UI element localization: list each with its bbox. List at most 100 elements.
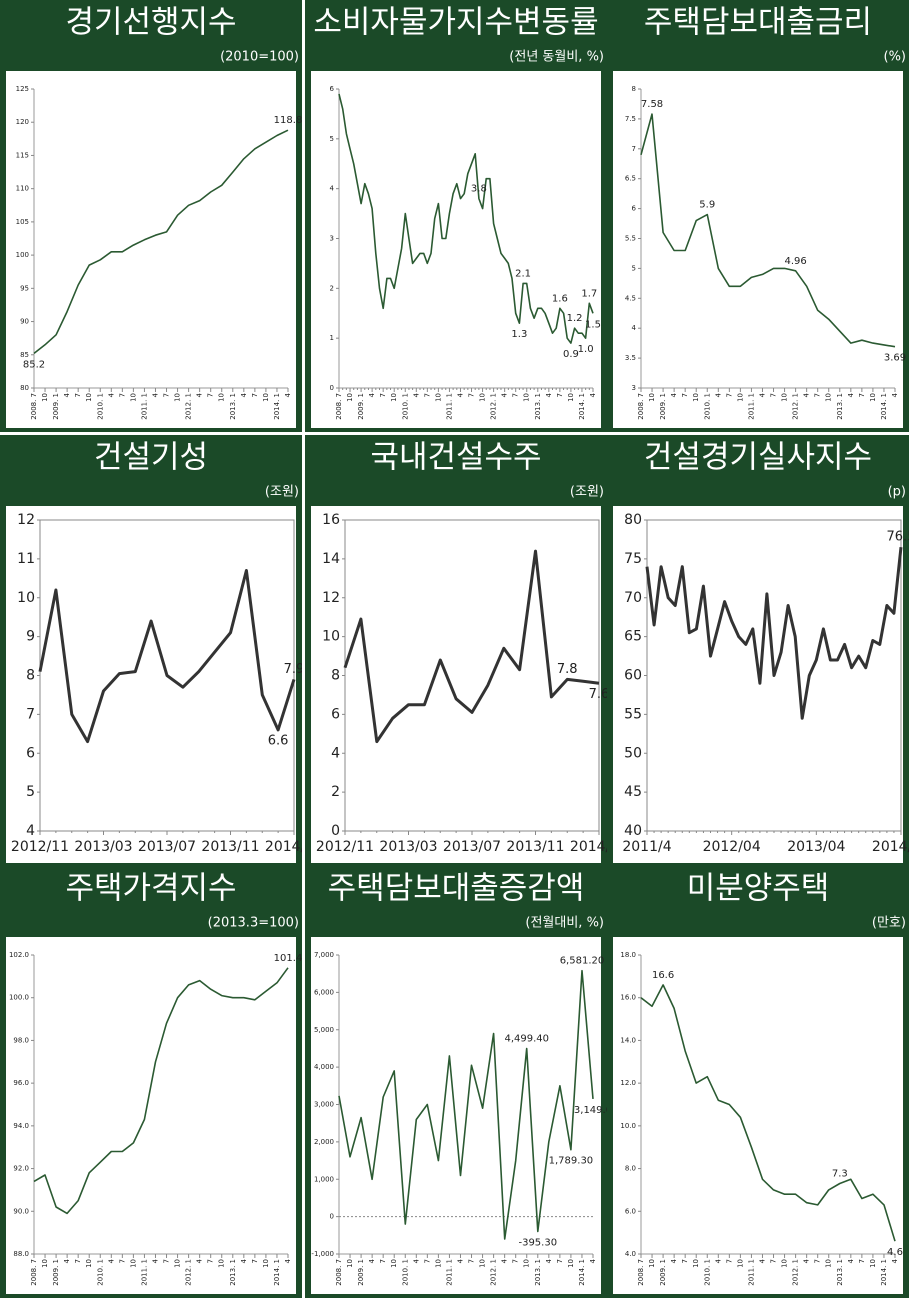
x-tick-label: 2013. 1 xyxy=(534,1259,542,1286)
plot-panel xyxy=(311,937,601,1294)
x-tick-label: 2011. 1 xyxy=(445,1259,453,1286)
x-tick-label: 2008. 7 xyxy=(335,1259,343,1286)
x-tick-label: 10 xyxy=(218,1259,226,1268)
data-label: 1.3 xyxy=(511,329,527,340)
x-tick-label: 2012. 1 xyxy=(185,393,193,420)
y-tick-label: 98.0 xyxy=(13,1036,29,1044)
chart-subtitle: (조원) xyxy=(265,485,299,500)
x-tick-label: 2010. 1 xyxy=(96,1259,104,1286)
data-label: -395.30 xyxy=(518,1237,557,1248)
y-tick-label: 125 xyxy=(16,85,29,93)
y-tick-label: 3,000 xyxy=(314,1101,334,1109)
x-tick-label: 4 xyxy=(891,1258,899,1263)
x-tick-label: 2011. 1 xyxy=(747,1259,755,1286)
plot-panel xyxy=(613,506,903,863)
y-tick-label: 10.0 xyxy=(620,1122,636,1130)
y-tick-label: 3 xyxy=(632,384,636,392)
x-tick-label: 2013. 1 xyxy=(836,1259,844,1286)
x-tick-label: 7 xyxy=(814,1259,822,1263)
x-tick-label: 10 xyxy=(218,393,226,402)
data-label: 4,499.40 xyxy=(504,1033,549,1044)
chart-subtitle: (조원) xyxy=(570,485,604,500)
data-line xyxy=(640,984,896,1242)
x-tick-label: 2013. 1 xyxy=(836,393,844,420)
x-tick-label: 10 xyxy=(781,393,789,402)
y-tick-label: 50 xyxy=(624,745,642,761)
x-tick-label: 4 xyxy=(545,392,553,397)
x-tick-label: 7 xyxy=(468,393,476,397)
data-label: 7.6 xyxy=(589,687,610,702)
x-tick-label: 7 xyxy=(251,393,259,397)
x-tick-label: 4 xyxy=(196,1258,204,1263)
plot-panel xyxy=(613,71,903,428)
y-tick-label: 55 xyxy=(624,706,642,722)
data-label: 1,789.30 xyxy=(549,1156,594,1167)
x-tick-label: 2012/11 xyxy=(316,839,374,855)
y-tick-label: 6,000 xyxy=(314,988,334,996)
data-label: 85.2 xyxy=(23,359,45,370)
data-line xyxy=(640,113,896,348)
x-tick-label: 7 xyxy=(379,1259,387,1263)
x-tick-label: 7 xyxy=(556,1259,564,1263)
x-tick-label: 2013. 1 xyxy=(229,1259,237,1286)
chart-cell: 경기선행지수 (2010=100) 80 85 90 95 100 105 110 115 120 1… xyxy=(0,0,302,432)
data-label: 3,149.0 xyxy=(574,1105,612,1116)
y-tick-label: 115 xyxy=(16,151,29,159)
x-tick-label: 2012. 1 xyxy=(490,1259,498,1286)
y-tick-label: 96.0 xyxy=(13,1079,29,1087)
x-tick-label: 2013/03 xyxy=(74,839,132,855)
x-tick-label: 2013/03 xyxy=(379,839,437,855)
x-tick-label: 10 xyxy=(390,393,398,402)
x-tick-label: 10 xyxy=(736,1259,744,1268)
x-tick-label: 7 xyxy=(770,393,778,397)
x-tick-label: 2011. 1 xyxy=(140,393,148,420)
y-tick-label: 60 xyxy=(624,668,642,684)
x-tick-label: 10 xyxy=(567,393,575,402)
x-tick-label: 4 xyxy=(545,1258,553,1263)
x-tick-label: 4 xyxy=(284,1258,292,1263)
x-tick-label: 2010. 1 xyxy=(703,393,711,420)
x-tick-label: 4 xyxy=(107,1258,115,1263)
x-tick-label: 10 xyxy=(262,393,270,402)
chart-subtitle: (전월대비, %) xyxy=(525,916,604,931)
x-tick-label: 4 xyxy=(196,392,204,397)
x-tick-label: 2011. 1 xyxy=(747,393,755,420)
y-tick-label: 4 xyxy=(330,185,335,193)
chart-cell: 미분양주택 (만호) 4.0 6.0 8.0 10.0 12.0 14.0 16.0 18.0 20… xyxy=(607,866,909,1298)
x-tick-label: 10 xyxy=(825,1259,833,1268)
data-line xyxy=(645,547,903,720)
x-tick-label: 2014. 1 xyxy=(880,1259,888,1286)
y-tick-label: 3.5 xyxy=(625,354,636,362)
data-label: 7.9 xyxy=(284,662,305,677)
data-label: 1.6 xyxy=(552,293,568,304)
x-tick-label: 4 xyxy=(589,392,597,397)
y-tick-label: 100 xyxy=(16,251,29,259)
x-tick-label: 2013/04 xyxy=(787,839,845,855)
x-tick-label: 2012. 1 xyxy=(185,1259,193,1286)
data-label: 7.8 xyxy=(557,662,578,677)
x-tick-label: 10 xyxy=(781,1259,789,1268)
x-tick-label: 7 xyxy=(163,393,171,397)
chart-title: 건설기성 xyxy=(94,440,208,476)
y-tick-label: 7 xyxy=(26,706,35,722)
x-tick-label: 2010. 1 xyxy=(96,393,104,420)
x-tick-label: 2014/03 xyxy=(265,839,323,855)
y-tick-label: 8 xyxy=(331,668,340,684)
x-tick-label: 10 xyxy=(692,393,700,402)
x-tick-label: 10 xyxy=(567,1259,575,1268)
chart-title: 경기선행지수 xyxy=(65,5,236,41)
y-tick-label: 12 xyxy=(322,590,340,606)
y-tick-label: 8 xyxy=(26,668,35,684)
x-tick-label: 4 xyxy=(847,1258,855,1263)
x-tick-label: 7 xyxy=(468,1259,476,1263)
x-tick-label: 4 xyxy=(803,1258,811,1263)
y-tick-label: 94.0 xyxy=(13,1122,29,1130)
x-tick-label: 4 xyxy=(151,392,159,397)
y-tick-label: 6 xyxy=(331,706,340,722)
x-tick-label: 2012. 1 xyxy=(792,393,800,420)
x-tick-label: 4 xyxy=(758,392,766,397)
chart-subtitle: (2010=100) xyxy=(220,50,299,65)
data-label: 6,581.20 xyxy=(560,956,605,967)
x-tick-label: 2009. 1 xyxy=(52,393,60,420)
data-label: 4.96 xyxy=(784,256,806,267)
